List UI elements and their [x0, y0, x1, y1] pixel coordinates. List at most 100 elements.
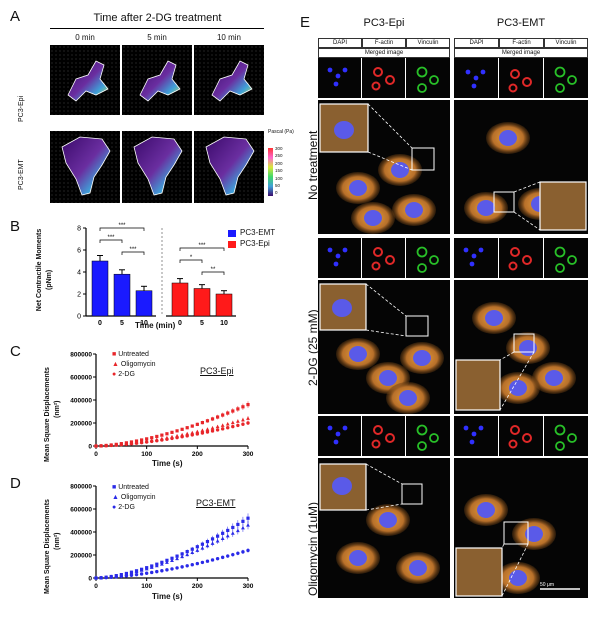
data-point — [220, 423, 225, 427]
triangle-marker-icon: ▲ — [112, 361, 119, 368]
data-point — [200, 428, 205, 432]
data-point — [226, 528, 230, 533]
legend-swatch-emt — [228, 230, 236, 237]
panel-d-title: PC3-EMT — [196, 498, 236, 508]
traction-maps — [50, 45, 264, 203]
data-point — [180, 554, 185, 559]
data-point — [226, 426, 230, 430]
data-point — [241, 519, 245, 523]
data-point — [221, 413, 225, 417]
panel-a-col-2: 10 min — [216, 33, 241, 42]
data-point — [150, 439, 154, 444]
data-point — [165, 568, 169, 572]
data-point — [225, 422, 230, 426]
y-tick-label: 0 — [77, 314, 81, 321]
data-point — [215, 538, 220, 543]
scale-bar-label: 50 μm — [540, 582, 554, 588]
legend-item: ▲ Oligomycin — [112, 360, 156, 370]
data-point — [180, 427, 184, 431]
panel-label-c: C — [10, 343, 21, 360]
data-point — [246, 523, 250, 527]
data-point — [216, 534, 220, 538]
square-marker-icon: ■ — [112, 351, 117, 358]
y-tick-label: 800000 — [70, 484, 92, 491]
header-factin: F-actin — [499, 38, 544, 48]
panel-e-col-emt: PC3-EMT — [496, 17, 546, 29]
data-point — [99, 576, 103, 580]
y-tick-label: 8 — [77, 226, 81, 233]
data-point — [241, 525, 245, 530]
y-tick-label: 400000 — [70, 398, 92, 405]
data-point — [114, 443, 118, 447]
colorbar-tick: 100 — [275, 175, 283, 181]
legend-label-epi: PC3-Epi — [240, 239, 270, 248]
square-marker-icon: ■ — [112, 484, 117, 491]
data-point — [226, 411, 230, 415]
data-point — [170, 556, 174, 560]
data-point — [215, 556, 220, 561]
significance-label: *** — [198, 243, 206, 249]
x-tick-label: 200 — [192, 583, 203, 590]
x-tick-label: 5 — [200, 320, 204, 327]
data-point — [180, 552, 184, 556]
x-tick-label: 10 — [140, 320, 148, 327]
data-point — [231, 525, 235, 530]
data-point — [246, 548, 250, 553]
data-point — [205, 559, 210, 563]
x-tick-label: 100 — [141, 451, 152, 458]
x-tick-label: 0 — [178, 320, 182, 327]
microscopy-images — [318, 58, 588, 598]
legend-label: Oligomycin — [120, 494, 156, 501]
panel-label-d: D — [10, 475, 21, 492]
data-point — [175, 429, 179, 433]
significance-label: *** — [107, 235, 115, 241]
significance-label: *** — [129, 247, 137, 253]
data-point — [175, 435, 179, 440]
data-point — [170, 430, 174, 434]
data-point — [144, 571, 149, 575]
data-point — [230, 420, 235, 425]
bar — [171, 282, 189, 317]
panel-e-col-epi: PC3-Epi — [363, 17, 405, 29]
data-point — [155, 438, 159, 443]
x-tick-label: 200 — [192, 451, 203, 458]
panel-a-row-epi: PC3-Epi — [18, 95, 25, 122]
x-tick-label: 0 — [94, 451, 98, 458]
panel-a-colorbar — [268, 148, 273, 196]
data-point — [205, 430, 210, 434]
y-tick-label: 800000 — [70, 352, 92, 359]
data-point — [210, 429, 215, 433]
data-point — [170, 436, 174, 441]
data-point — [165, 432, 169, 436]
panel-d-legend: ■ Untreated ▲ Oligomycin ● 2-DG — [112, 483, 156, 513]
data-point — [205, 543, 210, 548]
data-point — [226, 554, 230, 558]
colorbar-tick: 250 — [275, 153, 283, 159]
data-point — [139, 572, 144, 576]
header-dapi: DAPI — [318, 38, 362, 48]
significance-bracket — [201, 271, 225, 275]
header-merged: Merged image — [454, 48, 588, 58]
y-tick-label: 0 — [88, 576, 92, 583]
header-factin: F-actin — [362, 38, 406, 48]
data-point — [149, 565, 154, 569]
data-point — [175, 554, 179, 558]
significance-bracket — [121, 251, 145, 255]
x-tick-label: 5 — [120, 320, 124, 327]
panel-c-xlabel: Time (s) — [152, 459, 183, 468]
data-point — [145, 437, 149, 441]
x-tick-label: 0 — [98, 320, 102, 327]
data-point — [225, 533, 230, 538]
y-tick-label: 6 — [77, 248, 81, 255]
legend-item: ● 2-DG — [112, 503, 156, 513]
data-point — [231, 409, 235, 413]
data-point — [195, 545, 199, 549]
data-point — [210, 537, 215, 541]
header-dapi: DAPI — [454, 38, 499, 48]
panel-c-legend: ■ Untreated ▲ Oligomycin ● 2-DG — [112, 350, 156, 380]
data-point — [220, 536, 225, 540]
data-point — [210, 558, 215, 562]
data-point — [200, 542, 204, 546]
data-point — [140, 438, 144, 442]
bar — [135, 290, 153, 317]
